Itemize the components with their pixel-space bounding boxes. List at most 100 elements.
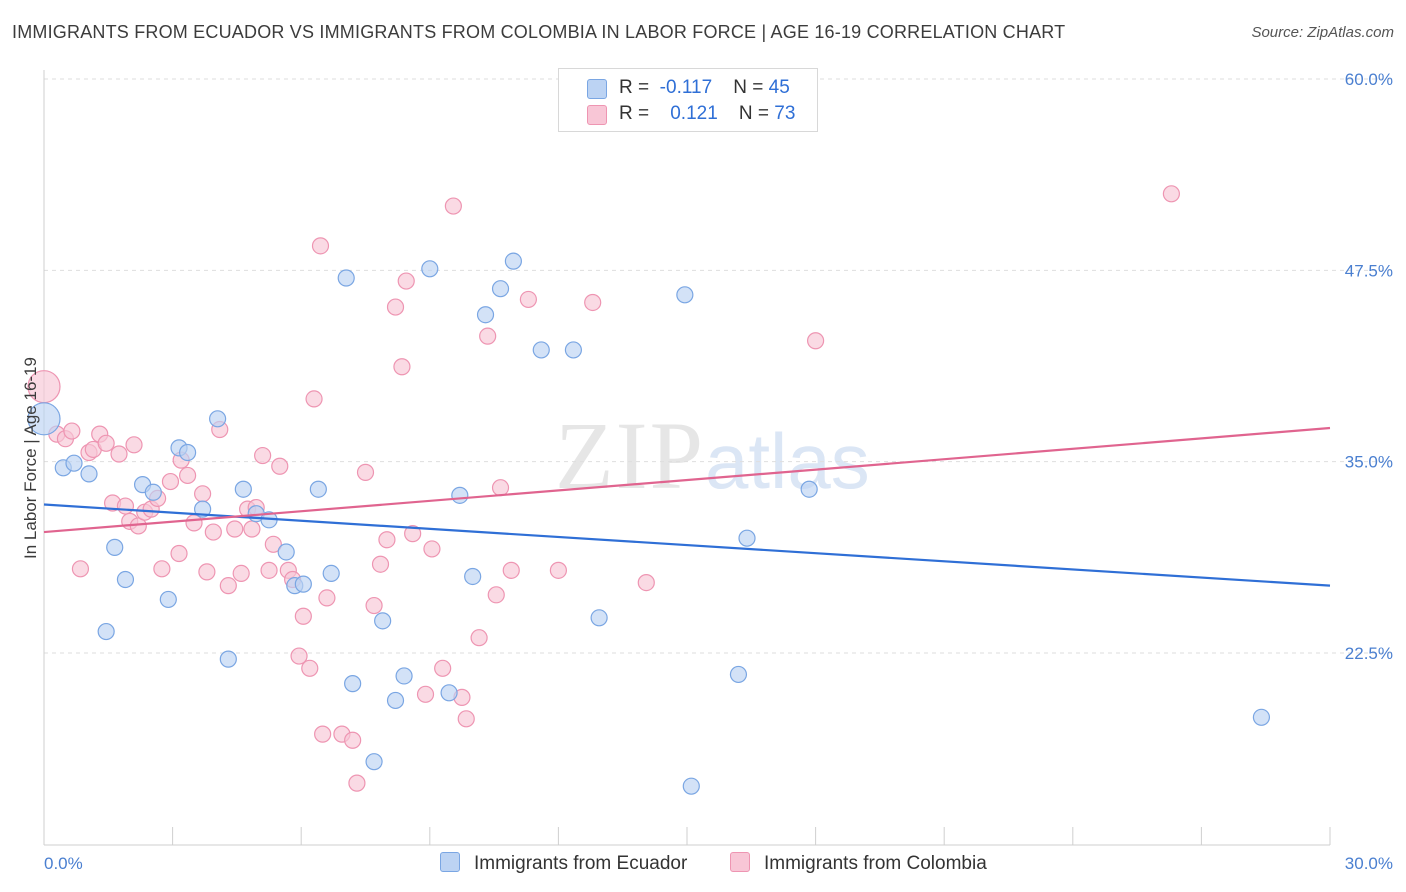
ecuador-point-8: [144, 483, 162, 501]
ecuador-point-43: [800, 480, 818, 498]
colombia-point-71: [584, 293, 602, 312]
colombia-point-25: [198, 563, 216, 581]
colombia-point-57: [404, 525, 422, 543]
colombia-point-60: [434, 659, 452, 677]
colombia-point-55: [393, 358, 411, 376]
ecuador-point-3: [80, 465, 98, 483]
chart-title: IMMIGRANTS FROM ECUADOR VS IMMIGRANTS FR…: [12, 22, 1066, 42]
colombia-point-36: [264, 535, 282, 553]
ecuador-point-20: [294, 575, 312, 593]
colombia-point-61: [444, 197, 462, 215]
x-tick-label-max: 30.0%: [1345, 854, 1393, 873]
ecuador-point-25: [365, 753, 383, 771]
colombia-point-24: [194, 485, 212, 503]
colombia-point-46: [318, 589, 336, 607]
colombia-point-37: [271, 457, 289, 475]
series-label-colombia: Immigrants from Colombia: [764, 853, 987, 874]
ecuador-point-0: [27, 402, 61, 436]
ecuador-point-36: [532, 341, 550, 359]
colombia-point-53: [378, 531, 396, 549]
colombia-point-63: [457, 710, 475, 728]
colombia-point-35: [260, 561, 278, 579]
ecuador-point-6: [97, 622, 115, 641]
y-tick-labels: 22.5% 35.0% 47.5% 60.0%: [1345, 70, 1393, 663]
colombia-point-20: [170, 544, 188, 563]
colombia-point-8: [97, 434, 115, 452]
colombia-point-22: [179, 466, 197, 485]
colombia-point-26: [204, 523, 222, 541]
r-value-ecuador: -0.117: [659, 77, 713, 98]
colombia-point-30: [232, 564, 250, 583]
colombia-point-56: [397, 272, 415, 290]
colombia-point-45: [314, 725, 332, 743]
colombia-point-69: [519, 290, 537, 309]
colombia-point-64: [470, 629, 488, 647]
ecuador-point-21: [309, 480, 327, 498]
colombia-point-50: [356, 463, 375, 481]
series-label-ecuador: Immigrants from Ecuador: [474, 853, 688, 874]
colombia-point-43: [305, 390, 323, 408]
colombia-point-59: [423, 540, 441, 558]
legend-swatch-ecuador: [587, 79, 607, 99]
x-tick-label-min: 0.0%: [44, 854, 83, 873]
watermark-atlas: atlas: [705, 417, 870, 505]
colombia-point-51: [365, 596, 383, 615]
ecuador-point-28: [395, 667, 413, 685]
ecuador-point-27: [386, 691, 405, 710]
colombia-trend-line: [43, 426, 1331, 534]
ecuador-point-26: [374, 612, 392, 630]
ecuador-point-18: [277, 543, 295, 561]
legend-text-ecuador: R = -0.117 N = 45: [619, 77, 790, 99]
ecuador-point-23: [337, 269, 355, 287]
ecuador-point-24: [344, 675, 362, 693]
ecuador-point-11: [179, 443, 197, 462]
colombia-point-65: [479, 327, 497, 345]
ecuador-point-41: [729, 665, 748, 684]
colombia-point-4: [71, 560, 90, 578]
colombia-point-68: [502, 561, 520, 579]
ecuador-point-4: [106, 538, 124, 556]
ecuador-points: [27, 252, 1271, 795]
series-legend-colombia: Immigrants from Colombia: [730, 852, 987, 875]
colombia-point-13: [125, 436, 143, 454]
correlation-legend: R = -0.117 N = 45 R = 0.121 N = 73: [558, 68, 818, 132]
x-ticks: [43, 827, 1331, 845]
colombia-point-67: [491, 479, 510, 497]
r-label-colombia: R =: [619, 103, 650, 124]
ecuador-point-32: [464, 567, 482, 586]
y-tick-label-3: 60.0%: [1345, 70, 1393, 89]
legend-swatch-colombia: [587, 105, 607, 125]
source-credit: Source: ZipAtlas.com: [1251, 24, 1394, 41]
ecuador-point-12: [194, 500, 212, 518]
colombia-point-10: [110, 445, 128, 463]
colombia-point-34: [254, 446, 272, 465]
ecuador-point-30: [440, 684, 458, 702]
ecuador-point-40: [682, 777, 700, 795]
axes: [43, 70, 1330, 846]
ecuador-point-35: [504, 252, 522, 270]
y-tick-label-1: 35.0%: [1345, 453, 1393, 472]
y-tick-label-2: 47.5%: [1345, 261, 1393, 280]
colombia-point-49: [348, 774, 366, 792]
ecuador-point-37: [564, 341, 583, 359]
r-label-ecuador: R =: [619, 77, 650, 98]
n-value-ecuador: 45: [768, 77, 790, 98]
colombia-point-41: [294, 607, 312, 625]
colombia-point-66: [487, 586, 505, 604]
watermark-zip: ZIP: [555, 402, 705, 509]
n-value-colombia: 73: [774, 103, 796, 124]
ecuador-point-42: [738, 529, 756, 547]
colombia-point-3: [63, 422, 81, 440]
watermark: ZIPatlas: [555, 400, 870, 511]
colombia-point-52: [371, 555, 390, 573]
colombia-point-32: [243, 520, 261, 538]
colombia-point-19: [161, 472, 180, 491]
ecuador-point-5: [116, 570, 135, 589]
ecuador-point-13: [209, 410, 227, 428]
colombia-point-48: [344, 731, 362, 749]
series-legend-ecuador: Immigrants from Ecuador: [440, 852, 687, 875]
ecuador-point-22: [322, 564, 340, 583]
n-label-ecuador: N =: [733, 77, 764, 98]
trend-lines: [43, 426, 1331, 587]
colombia-point-29: [226, 520, 244, 538]
